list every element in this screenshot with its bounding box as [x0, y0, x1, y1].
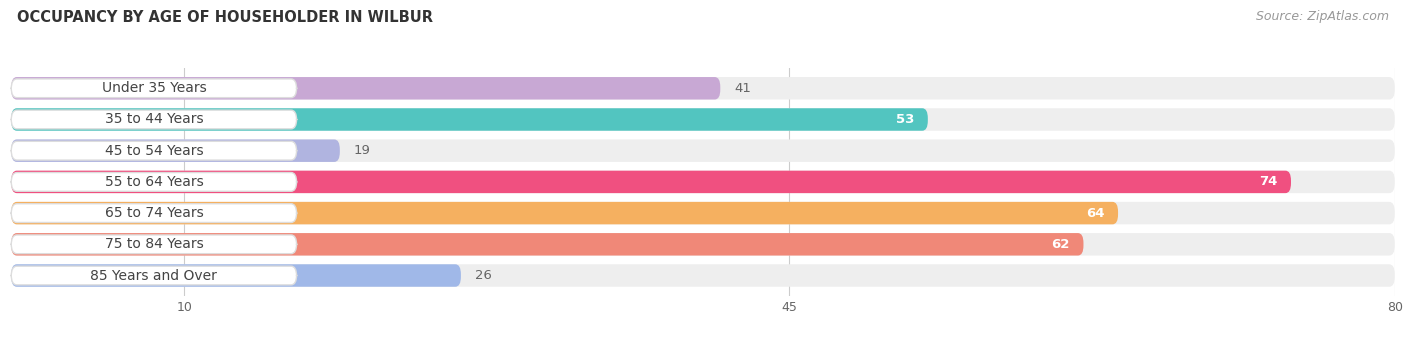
FancyBboxPatch shape — [11, 171, 1395, 193]
FancyBboxPatch shape — [11, 139, 340, 162]
Text: 35 to 44 Years: 35 to 44 Years — [104, 113, 204, 126]
FancyBboxPatch shape — [11, 171, 1291, 193]
FancyBboxPatch shape — [11, 264, 461, 287]
Text: Source: ZipAtlas.com: Source: ZipAtlas.com — [1256, 10, 1389, 23]
Text: 75 to 84 Years: 75 to 84 Years — [104, 237, 204, 251]
Text: OCCUPANCY BY AGE OF HOUSEHOLDER IN WILBUR: OCCUPANCY BY AGE OF HOUSEHOLDER IN WILBU… — [17, 10, 433, 25]
Text: 45 to 54 Years: 45 to 54 Years — [104, 144, 204, 158]
Text: 65 to 74 Years: 65 to 74 Years — [104, 206, 204, 220]
FancyBboxPatch shape — [11, 266, 297, 285]
FancyBboxPatch shape — [11, 79, 297, 98]
Text: 62: 62 — [1052, 238, 1070, 251]
Text: 64: 64 — [1085, 207, 1104, 220]
Text: Under 35 Years: Under 35 Years — [101, 81, 207, 95]
Text: 74: 74 — [1258, 175, 1277, 188]
FancyBboxPatch shape — [11, 264, 1395, 287]
FancyBboxPatch shape — [11, 139, 1395, 162]
FancyBboxPatch shape — [11, 233, 1084, 256]
FancyBboxPatch shape — [11, 110, 297, 129]
FancyBboxPatch shape — [11, 202, 1395, 224]
FancyBboxPatch shape — [11, 108, 928, 131]
FancyBboxPatch shape — [11, 233, 1395, 256]
FancyBboxPatch shape — [11, 77, 1395, 100]
Text: 55 to 64 Years: 55 to 64 Years — [104, 175, 204, 189]
Text: 85 Years and Over: 85 Years and Over — [90, 269, 218, 283]
Text: 41: 41 — [734, 82, 751, 95]
FancyBboxPatch shape — [11, 108, 1395, 131]
FancyBboxPatch shape — [11, 204, 297, 222]
FancyBboxPatch shape — [11, 202, 1118, 224]
FancyBboxPatch shape — [11, 172, 297, 191]
FancyBboxPatch shape — [11, 141, 297, 160]
FancyBboxPatch shape — [11, 235, 297, 254]
Text: 26: 26 — [475, 269, 492, 282]
FancyBboxPatch shape — [11, 77, 720, 100]
Text: 53: 53 — [896, 113, 914, 126]
Text: 19: 19 — [354, 144, 371, 157]
